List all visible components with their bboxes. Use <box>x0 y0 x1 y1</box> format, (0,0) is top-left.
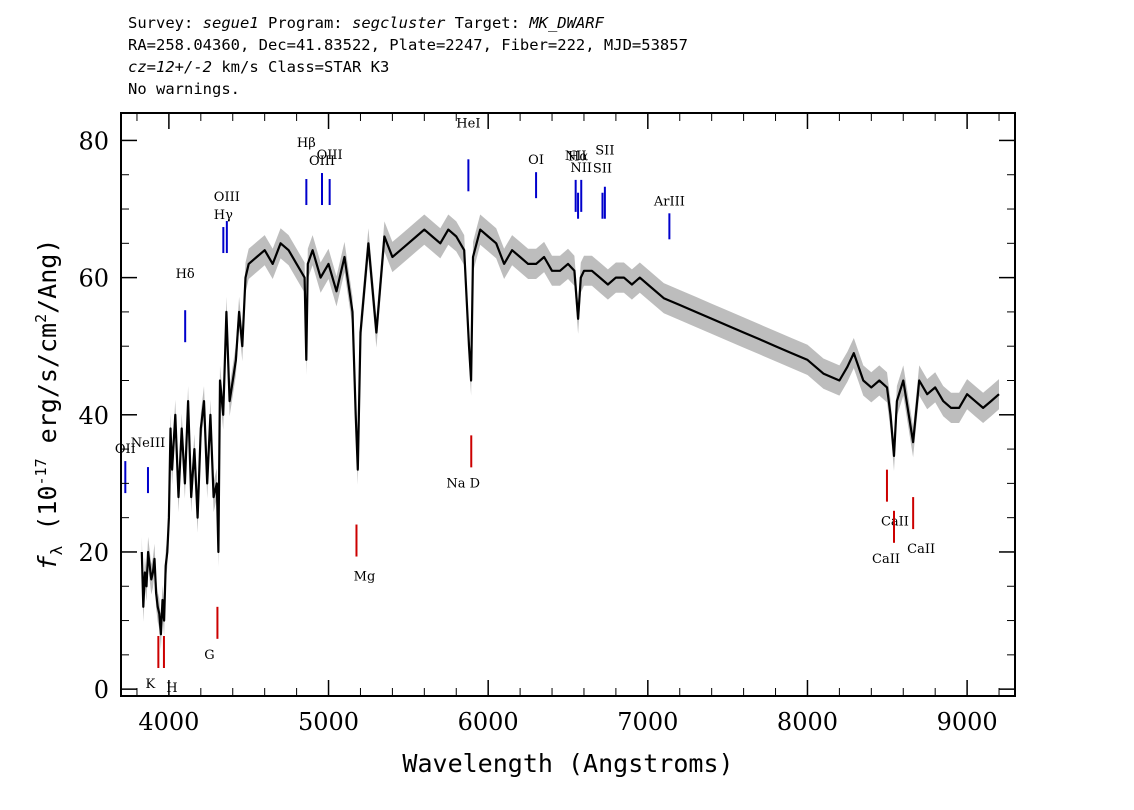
absorption-line-label: K <box>145 677 155 692</box>
spectrum-line <box>140 228 1000 636</box>
spectrum-series <box>140 228 1000 636</box>
emission-line-label: Hβ <box>297 136 316 151</box>
x-tick-label: 6000 <box>458 708 519 736</box>
emission-line-label: OIII <box>309 154 335 169</box>
absorption-line-label: Mg <box>354 570 376 585</box>
target-name: MK_DWARF <box>529 14 604 32</box>
x-tick-label: 9000 <box>937 708 998 736</box>
emission-line-label: SII <box>593 162 612 177</box>
y-axis-label: fλ (10-17 erg/s/cm2/Ang) <box>32 239 66 571</box>
emission-line-label: Hδ <box>176 267 195 282</box>
x-tick-label: 7000 <box>617 708 678 736</box>
y-tick-label: 0 <box>94 676 109 704</box>
survey-name: segue1 <box>202 14 259 32</box>
header-line-redshift: cz=12+/-2 km/s Class=STAR K3 <box>128 58 390 76</box>
y-tick-label: 80 <box>78 127 109 155</box>
spectrum-header: Survey: segue1 Program: segcluster Targe… <box>128 12 688 100</box>
x-tick-label: 8000 <box>777 708 838 736</box>
emission-line-label: NeIII <box>131 436 165 451</box>
emission-line-label: OI <box>528 153 544 168</box>
absorption-line-label: Na D <box>446 476 480 491</box>
header-line-survey: Survey: segue1 Program: segcluster Targe… <box>128 14 604 32</box>
header-line-warnings: No warnings. <box>128 80 240 98</box>
emission-line-label: Hγ <box>214 208 233 223</box>
error-band-area <box>141 214 1000 650</box>
y-axis-ticks: 0 20 40 60 80 <box>78 127 1015 704</box>
program-name: segcluster <box>351 14 446 32</box>
absorption-line-label: G <box>204 648 214 663</box>
x-tick-label: 4000 <box>138 708 199 736</box>
emission-line-label: NII <box>570 161 592 176</box>
x-axis-label: Wavelength (Angstroms) <box>402 749 733 778</box>
y-tick-label: 20 <box>78 539 109 567</box>
emission-line-label: ArIII <box>653 194 685 209</box>
error-band <box>141 214 1000 650</box>
emission-line-label: HeI <box>456 116 480 131</box>
redshift-value: cz=12+/-2 <box>128 58 212 76</box>
x-axis-ticks: 4000 5000 6000 7000 8000 9000 <box>136 113 1000 736</box>
absorption-line-label: CaII <box>907 542 935 557</box>
emission-line-label: SII <box>595 144 614 159</box>
header-line-coordinates: RA=258.04360, Dec=41.83522, Plate=2247, … <box>128 36 688 54</box>
x-tick-label: 5000 <box>298 708 359 736</box>
absorption-line-label: CaII <box>872 552 900 567</box>
absorption-line-label: H <box>166 681 177 696</box>
plot-frame <box>120 112 1016 697</box>
emission-line-label: Hα <box>568 150 588 165</box>
emission-line-label: NII <box>565 149 587 164</box>
y-tick-label: 40 <box>78 402 109 430</box>
emission-line-label: OIII <box>214 190 240 205</box>
y-tick-label: 60 <box>78 265 109 293</box>
emission-line-label: OIII <box>317 148 343 163</box>
